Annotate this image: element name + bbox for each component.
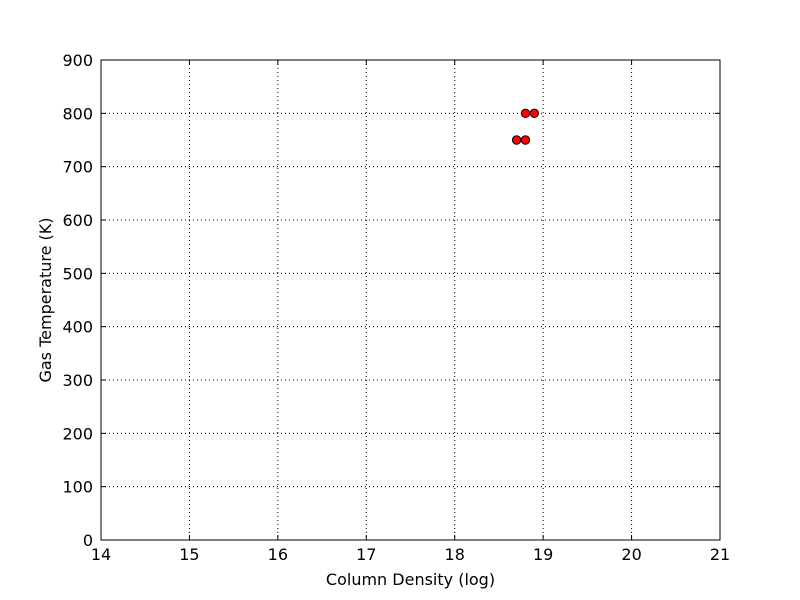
scatter-point	[511, 135, 522, 145]
y-tick-label: 400	[62, 318, 93, 337]
y-tick-label: 600	[62, 211, 93, 230]
x-tick-label: 16	[268, 545, 288, 564]
grid-lines	[101, 60, 720, 540]
x-tick-label: 17	[356, 545, 376, 564]
x-tick-label: 21	[710, 545, 730, 564]
scatter-point	[520, 135, 531, 145]
y-tick-label: 100	[62, 478, 93, 497]
y-axis-label: Gas Temperature (K)	[36, 217, 55, 382]
plot-area-frame	[100, 59, 721, 541]
x-tick-label: 18	[445, 545, 465, 564]
y-tick-label: 800	[62, 104, 93, 123]
x-tick-label: 15	[179, 545, 199, 564]
x-tick-label: 20	[621, 545, 641, 564]
y-tick-labels: 0 100 200 300 400 500 600 700 800 900	[62, 51, 93, 550]
data-points	[511, 108, 539, 145]
scatter-point	[520, 108, 531, 119]
x-tick-label: 14	[91, 545, 111, 564]
x-tick-labels: 14 15 16 17 18 19 20 21	[91, 545, 730, 564]
scatter-point	[529, 108, 539, 119]
axis-ticks	[100, 59, 721, 541]
y-tick-label: 300	[62, 371, 93, 390]
y-tick-label: 500	[62, 264, 93, 283]
x-axis-label: Column Density (log)	[326, 570, 495, 589]
y-tick-label: 900	[62, 51, 93, 70]
x-tick-label: 19	[533, 545, 553, 564]
y-tick-label: 700	[62, 158, 93, 177]
y-tick-label: 200	[62, 424, 93, 443]
y-tick-label: 0	[83, 531, 93, 550]
